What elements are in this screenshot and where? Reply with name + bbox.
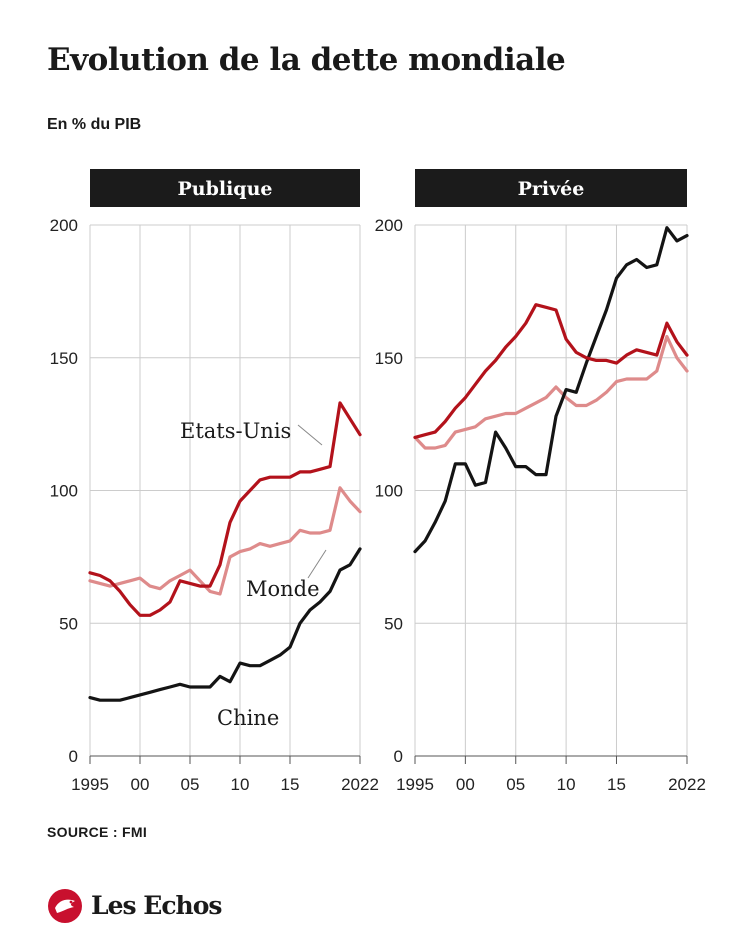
y-tick-label: 0 xyxy=(394,747,403,766)
series-publique xyxy=(88,401,362,702)
y-tick-label: 100 xyxy=(50,482,78,501)
x-tick-label: 2022 xyxy=(341,775,379,794)
y-tick-label: 100 xyxy=(375,482,403,501)
chart-title: Evolution de la dette mondiale xyxy=(47,42,566,78)
y-tick-label: 200 xyxy=(375,216,403,235)
label-monde: Monde xyxy=(246,577,320,601)
x-tick-label: 15 xyxy=(281,775,300,794)
brand-logo[interactable]: Les Echos xyxy=(47,888,222,924)
grid-publique xyxy=(89,224,361,764)
series-line-chine xyxy=(88,547,362,702)
panel-title-privee: Privée xyxy=(518,178,585,200)
series-privee xyxy=(413,226,689,554)
series-line-monde xyxy=(88,486,362,596)
chart-subtitle: En % du PIB xyxy=(47,116,142,133)
brand-name: Les Echos xyxy=(91,891,222,920)
label-etats-unis: Etats-Unis xyxy=(180,419,291,443)
x-tick-label: 00 xyxy=(131,775,150,794)
panel-privee: Privée 0 50 100 150 200 1995 00 05 10 15 2022 xyxy=(375,169,706,794)
y-tick-label: 50 xyxy=(59,614,78,633)
y-tick-label: 50 xyxy=(384,614,403,633)
leader-line-monde xyxy=(307,549,327,579)
y-axis-privee: 0 50 100 150 200 xyxy=(375,216,403,766)
x-tick-label: 05 xyxy=(506,775,525,794)
x-tick-label: 05 xyxy=(181,775,200,794)
x-tick-label: 1995 xyxy=(396,775,434,794)
panel-header-privee xyxy=(415,169,687,207)
panel-title-publique: Publique xyxy=(177,178,272,200)
series-line-etats-unis xyxy=(413,303,689,439)
source-note: SOURCE : FMI xyxy=(47,824,148,840)
x-tick-label: 2022 xyxy=(668,775,706,794)
x-tick-label: 10 xyxy=(231,775,250,794)
x-tick-label: 15 xyxy=(607,775,626,794)
panel-header-publique xyxy=(90,169,360,207)
series-line-monde xyxy=(413,334,689,450)
x-axis-publique: 1995 00 05 10 15 2022 xyxy=(71,775,379,794)
x-tick-label: 10 xyxy=(557,775,576,794)
series-line-chine xyxy=(413,226,689,554)
grid-privee xyxy=(414,224,688,764)
y-tick-label: 0 xyxy=(69,747,78,766)
x-axis-privee: 1995 00 05 10 15 2022 xyxy=(396,775,706,794)
y-tick-label: 150 xyxy=(50,349,78,368)
series-line-etats-unis xyxy=(88,401,362,617)
label-chine: Chine xyxy=(217,706,279,730)
panel-publique: Publique 0 50 100 150 200 1995 00 05 10 15 2022 E… xyxy=(50,169,379,794)
leader-line-etats-unis xyxy=(297,424,323,446)
y-tick-label: 200 xyxy=(50,216,78,235)
les-echos-emblem-icon xyxy=(48,889,82,923)
y-tick-label: 150 xyxy=(375,349,403,368)
x-tick-label: 1995 xyxy=(71,775,109,794)
y-axis-publique: 0 50 100 150 200 xyxy=(50,216,78,766)
x-tick-label: 00 xyxy=(456,775,475,794)
